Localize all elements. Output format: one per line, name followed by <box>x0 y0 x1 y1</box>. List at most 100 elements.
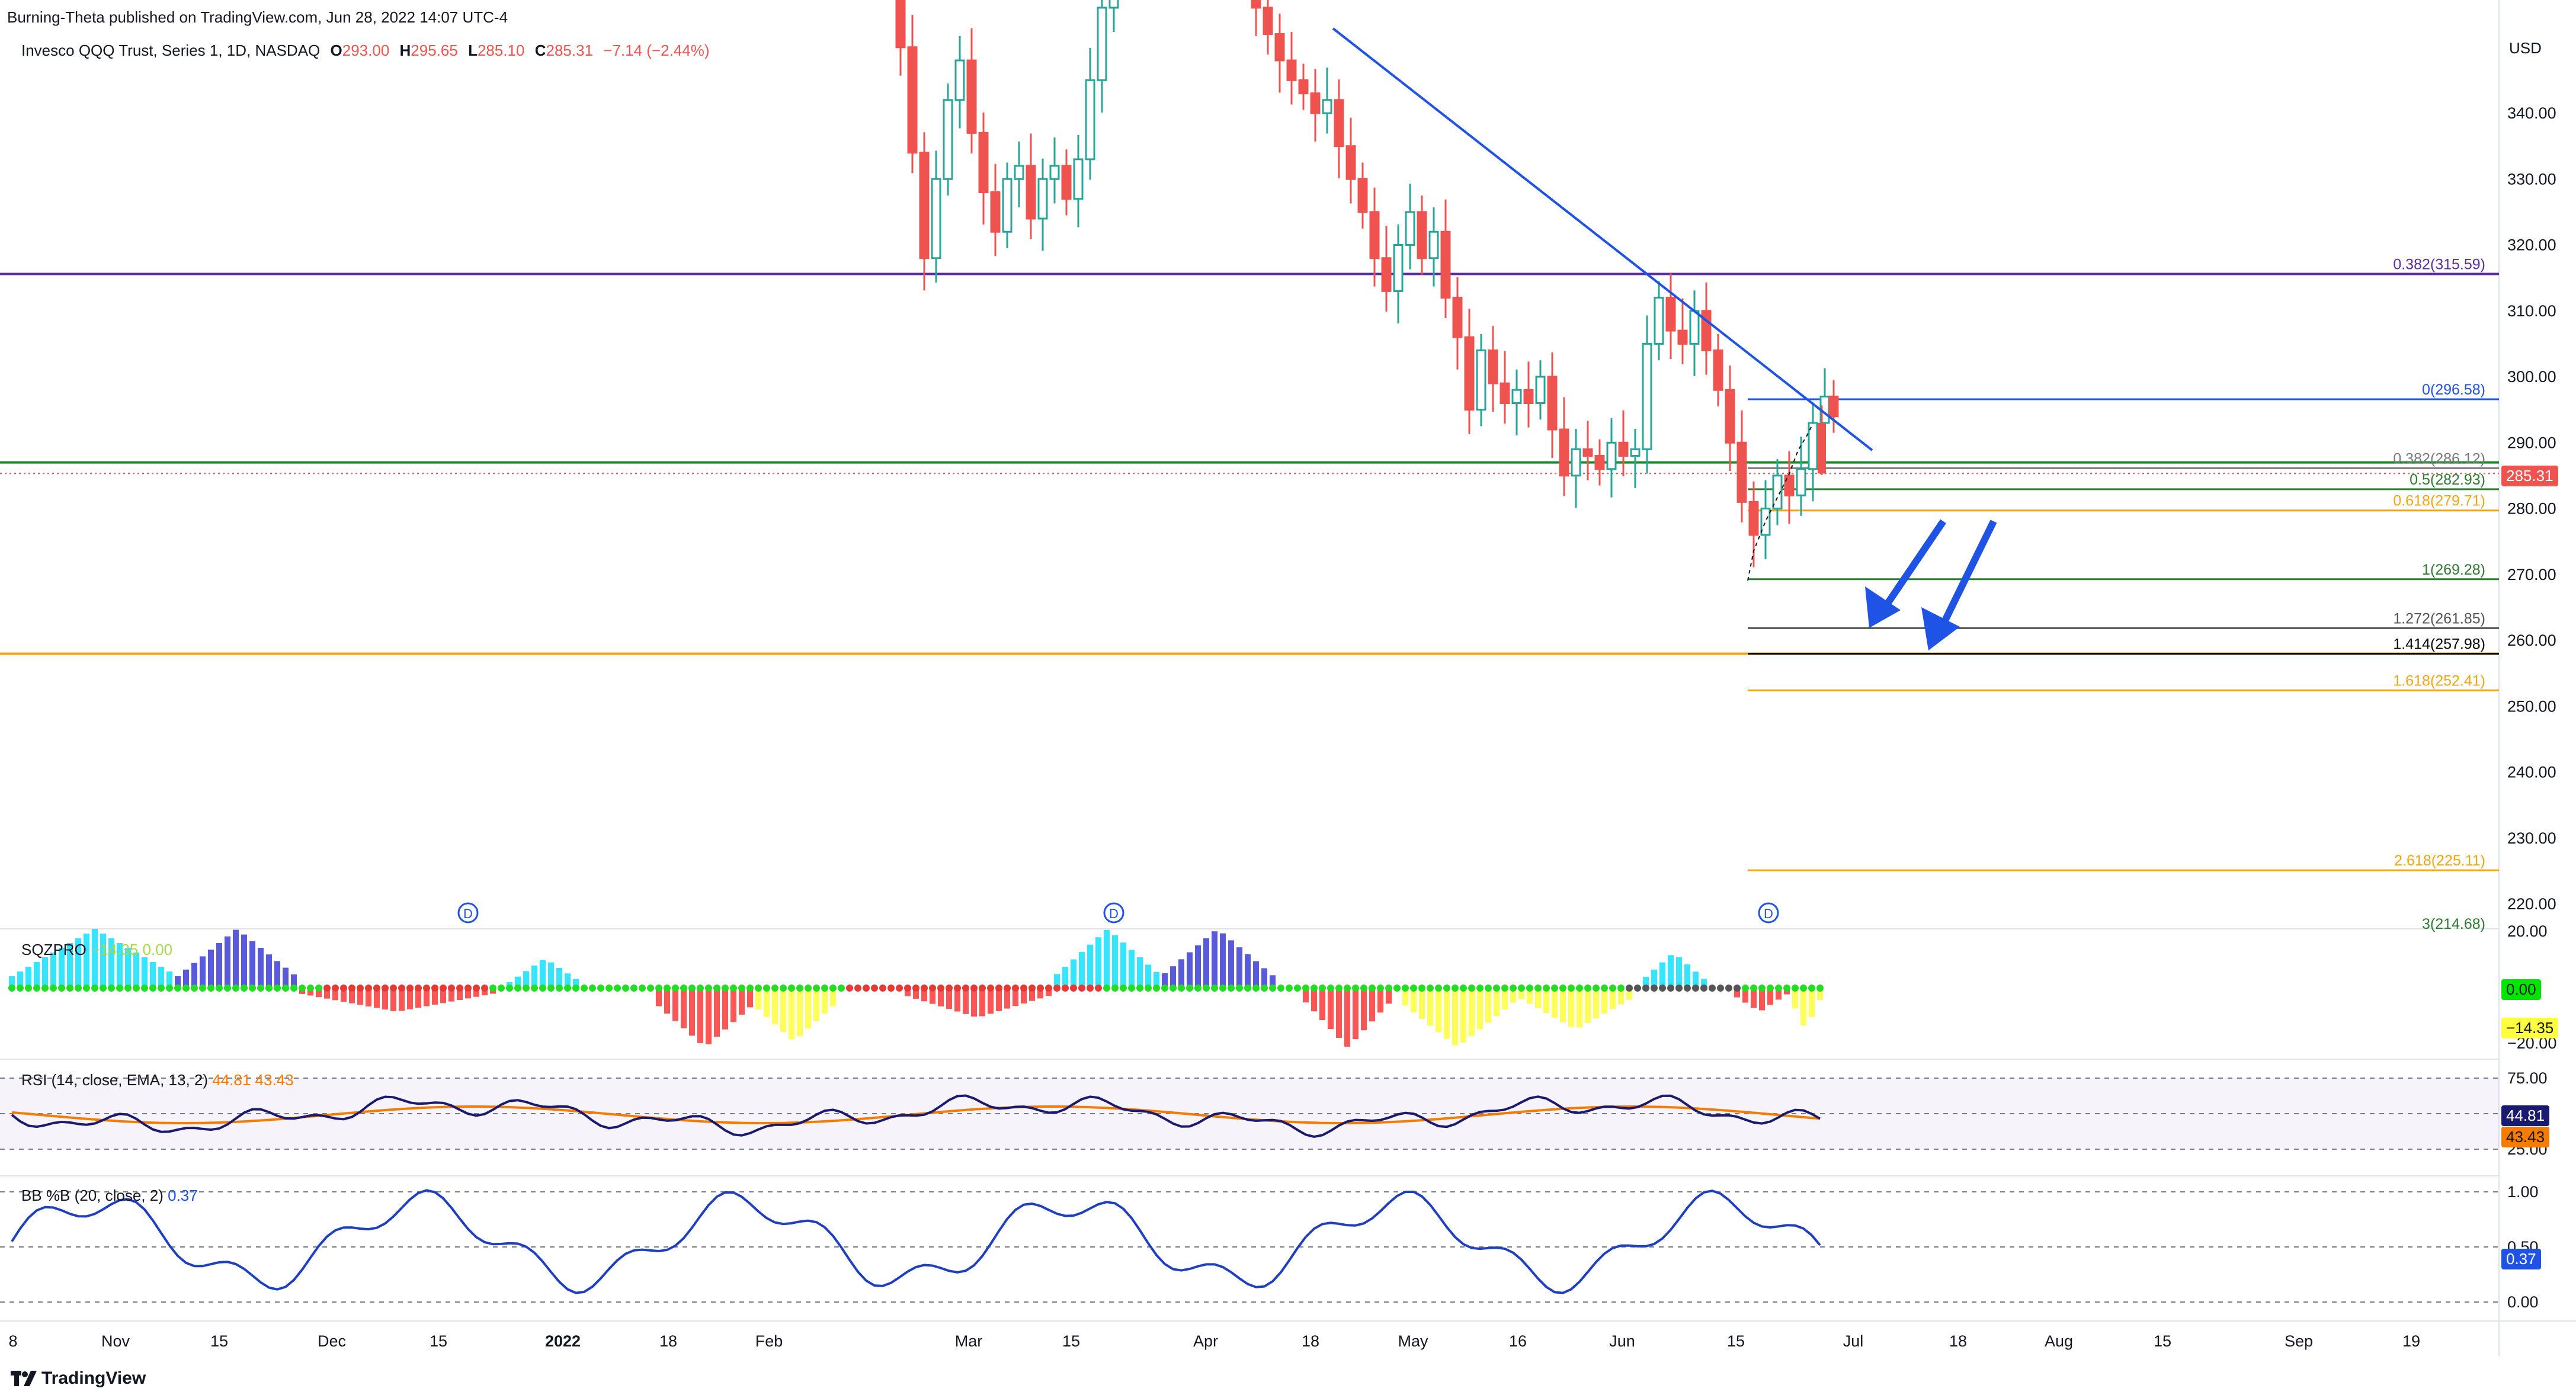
candle-body <box>1428 230 1439 259</box>
sqz-dot <box>481 985 488 992</box>
candle-body <box>1642 342 1652 450</box>
sqz-dot <box>315 985 322 992</box>
sqz-dot <box>506 985 513 992</box>
tradingview-logo-icon <box>11 1371 37 1386</box>
sqz-dot <box>415 985 422 992</box>
sqz-dot <box>1792 985 1799 992</box>
sqz-bar <box>1087 944 1093 988</box>
sqz-dot <box>1593 985 1600 992</box>
sqz-dot <box>639 985 646 992</box>
sqz-dot <box>622 985 629 992</box>
candle-body <box>1523 389 1534 404</box>
sqz-bar <box>531 966 537 988</box>
candle-body <box>1097 7 1107 81</box>
candle-body <box>1263 7 1273 35</box>
sqz-dot <box>1145 985 1152 992</box>
sqz-dot <box>456 985 463 992</box>
arrow-icon <box>1921 520 1997 650</box>
time-tick-label: May <box>1398 1332 1428 1350</box>
candle-body <box>895 0 906 49</box>
sqz-dot <box>614 985 621 992</box>
sqz-dot <box>100 985 107 992</box>
fib-level-label: 1.272(261.85) <box>2393 610 2485 627</box>
dividend-marker-label: D <box>1109 906 1119 921</box>
last-price-tag: 285.31 <box>2501 466 2558 486</box>
sqz-bar <box>1228 940 1234 988</box>
sqz-dot <box>995 985 1002 992</box>
time-tick-label: Dec <box>318 1332 346 1350</box>
close-label: C285.31 <box>534 41 594 59</box>
sqz-dot <box>1651 985 1658 992</box>
sqz-dot <box>589 985 596 992</box>
trendline[interactable] <box>1332 27 1873 451</box>
sqz-bar <box>67 943 73 988</box>
sqz-dot <box>655 985 662 992</box>
symbol-legend[interactable]: Invesco QQQ Trust, Series 1, 1D, NASDAQ … <box>21 41 716 60</box>
sqz-dot <box>896 985 903 992</box>
sqz-bar <box>266 954 272 988</box>
time-tick-label: 18 <box>1302 1332 1319 1350</box>
sqz-dot <box>912 985 919 992</box>
open-label: O293.00 <box>330 41 390 59</box>
sqz-dot <box>473 985 480 992</box>
sqz-dot <box>1120 985 1127 992</box>
sqz-dot <box>730 985 737 992</box>
sqz-dot <box>1128 985 1135 992</box>
sqz-bar <box>515 976 521 988</box>
sqz-bar <box>1112 935 1118 988</box>
sqz-dot <box>705 985 712 992</box>
sqz-dot <box>1626 985 1633 992</box>
fib-level-label: 3(214.68) <box>2422 916 2485 932</box>
sqz-bar <box>1626 988 1632 1000</box>
sqz-dot <box>863 985 870 992</box>
time-tick-label: 19 <box>2402 1332 2420 1350</box>
time-axis: 8 Nov 15 Dec 15 2022 18 Feb Mar 15 Apr 18 May 16 Jun 15… <box>8 1332 2420 1350</box>
sqz-dot <box>805 985 812 992</box>
price-tick-label: 220.00 <box>2507 895 2556 913</box>
candle-body <box>1760 508 1771 536</box>
sqz-bar <box>1643 977 1649 988</box>
time-tick-label: 18 <box>1949 1332 1967 1350</box>
sqz-dot <box>556 985 563 992</box>
sqz-bar <box>1137 957 1143 988</box>
candle-body <box>1037 178 1048 220</box>
sqz-bar <box>9 976 15 988</box>
sqz-bar <box>805 988 811 1029</box>
dividend-marker[interactable] <box>1103 902 1124 924</box>
sqz-dot <box>216 985 223 992</box>
sqz-dot <box>1717 985 1724 992</box>
time-tick-label: 15 <box>1727 1332 1745 1350</box>
dividend-marker[interactable] <box>1758 902 1779 924</box>
sqz-dot <box>431 985 438 992</box>
candle-body <box>1618 441 1629 457</box>
sqz-dot <box>1709 985 1716 992</box>
candle-body <box>1026 165 1036 220</box>
sqz-dot <box>1510 985 1517 992</box>
tradingview-brand[interactable]: TradingView <box>11 1368 146 1389</box>
sqz-dot <box>423 985 430 992</box>
sqz-dot <box>1178 985 1185 992</box>
sqz-bar <box>996 988 1002 1011</box>
sqz-dot <box>299 985 306 992</box>
sqz-bar <box>432 988 438 1005</box>
fib-level-label: 0.618(279.71) <box>2393 493 2485 509</box>
sqz-bar <box>1402 988 1408 1006</box>
sqz-bar <box>1568 988 1574 1027</box>
candle-body <box>1736 441 1747 503</box>
sqz-dot <box>8 985 15 992</box>
sqz-dot <box>1692 985 1699 992</box>
candle-body <box>1049 165 1060 180</box>
dividend-marker[interactable] <box>457 902 479 924</box>
sqz-bar <box>1319 988 1325 1021</box>
fib-level-label: 0.5(282.93) <box>2410 472 2485 488</box>
sqz-bar <box>1328 988 1334 1030</box>
candle-body <box>1014 165 1024 180</box>
sqz-dot <box>323 985 331 992</box>
sqz-bar <box>233 929 239 988</box>
sqz-dot <box>149 985 156 992</box>
sqz-bar <box>1460 988 1466 1043</box>
sqz-bar <box>1344 988 1350 1047</box>
sqz-bar <box>307 988 313 996</box>
sqz-dot <box>207 985 214 992</box>
